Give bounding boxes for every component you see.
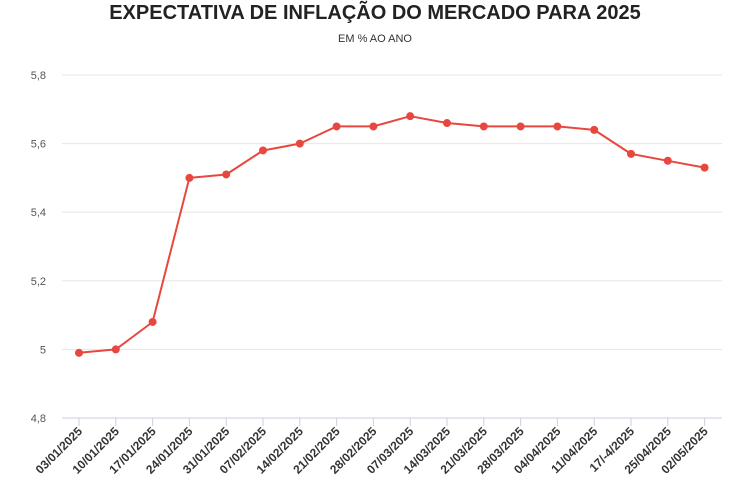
data-point[interactable] xyxy=(222,170,231,179)
y-tick-label: 4,8 xyxy=(31,413,46,425)
y-tick-label: 5,8 xyxy=(31,70,46,82)
series-line-group xyxy=(78,115,705,354)
y-tick-label: 5,6 xyxy=(31,139,46,151)
data-point[interactable] xyxy=(663,156,672,165)
data-point[interactable] xyxy=(406,112,415,121)
data-points xyxy=(75,112,709,357)
data-point[interactable] xyxy=(185,173,194,182)
y-tick-label: 5,4 xyxy=(31,207,46,219)
y-axis-ticks: 4,8 5 5,2 5,4 5,6 5,8 xyxy=(31,70,46,425)
data-point[interactable] xyxy=(259,146,267,155)
data-point[interactable] xyxy=(111,345,120,354)
data-point[interactable] xyxy=(75,348,83,357)
chart-title: EXPECTATIVA DE INFLAÇÃO DO MERCADO PARA … xyxy=(109,2,641,24)
data-point[interactable] xyxy=(369,122,378,131)
data-point[interactable] xyxy=(148,317,157,326)
data-point[interactable] xyxy=(443,119,451,128)
data-point[interactable] xyxy=(627,149,635,158)
series-line xyxy=(78,115,705,354)
data-point[interactable] xyxy=(479,122,488,131)
chart-subtitle: EM % AO ANO xyxy=(338,33,412,45)
grid-lines xyxy=(62,74,722,350)
y-tick-label: 5,2 xyxy=(31,276,46,288)
data-point[interactable] xyxy=(553,122,562,131)
x-axis-ticks: 03/01/202510/01/202517/01/202524/01/2025… xyxy=(33,424,711,477)
data-point[interactable] xyxy=(700,163,709,172)
data-point[interactable] xyxy=(332,122,341,131)
data-point[interactable] xyxy=(295,139,304,148)
y-tick-label: 5 xyxy=(40,344,46,356)
data-point[interactable] xyxy=(590,125,599,134)
data-point[interactable] xyxy=(516,122,525,131)
x-axis xyxy=(62,417,722,426)
